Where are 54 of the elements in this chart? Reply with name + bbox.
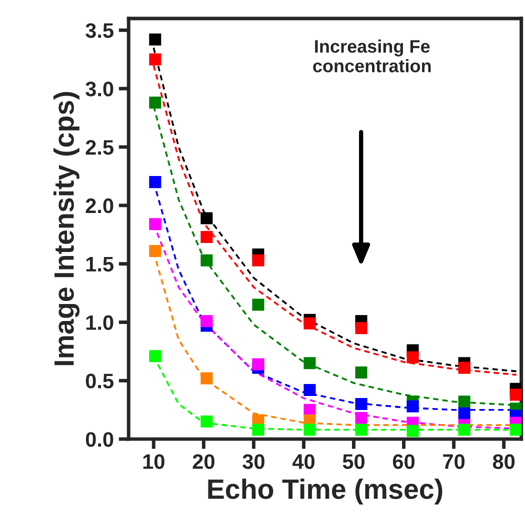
y-tick-label: 0.0 (86, 432, 114, 447)
point (458, 424, 470, 436)
x-tick-label: 30 (242, 454, 264, 469)
point (458, 396, 470, 408)
point (304, 384, 316, 396)
point (200, 254, 213, 266)
y-tick-label: 2.5 (86, 140, 114, 155)
point (200, 372, 213, 384)
y-tick-label: 0.5 (86, 374, 114, 388)
point (149, 176, 162, 188)
point (200, 315, 213, 328)
point (355, 412, 368, 424)
point (304, 357, 316, 370)
point (355, 398, 368, 410)
y-tick-label: 3.5 (86, 23, 114, 38)
x-tick-label: 80 (492, 454, 515, 469)
point (149, 53, 162, 66)
point (406, 424, 419, 437)
point (200, 416, 213, 428)
point (406, 351, 419, 364)
x-tick-label: 40 (292, 454, 314, 469)
point (510, 388, 522, 401)
x-tick-label: 10 (143, 454, 164, 469)
point (149, 96, 162, 109)
annotation: Increasing Fe concentration (313, 40, 431, 72)
x-tick-label: 70 (443, 454, 465, 469)
point (355, 322, 368, 334)
point (458, 407, 470, 420)
y-tick-label: 1.0 (86, 315, 114, 330)
x-tick-label: 60 (392, 454, 414, 469)
point (200, 212, 213, 224)
point (200, 230, 213, 243)
point (252, 358, 264, 370)
x-tick-label: 50 (342, 454, 364, 469)
y-tick-label: 2.0 (86, 198, 114, 214)
point (304, 424, 316, 436)
point (510, 424, 522, 436)
y-axis-title: Image Intensity (cps) (54, 92, 80, 366)
point (252, 424, 264, 436)
point (252, 298, 264, 311)
point (252, 254, 264, 266)
y-tick-label: 3.0 (86, 82, 114, 96)
point (149, 218, 162, 230)
x-axis-title: Echo Time (msec) (208, 478, 442, 505)
y-tick-label: 1.5 (86, 257, 114, 272)
point (149, 34, 162, 46)
point (149, 350, 162, 362)
x-tick-label: 20 (192, 454, 214, 469)
point (355, 366, 368, 378)
point (149, 244, 162, 258)
point (355, 424, 368, 436)
point (304, 317, 316, 330)
point (406, 400, 419, 412)
point (458, 362, 470, 374)
